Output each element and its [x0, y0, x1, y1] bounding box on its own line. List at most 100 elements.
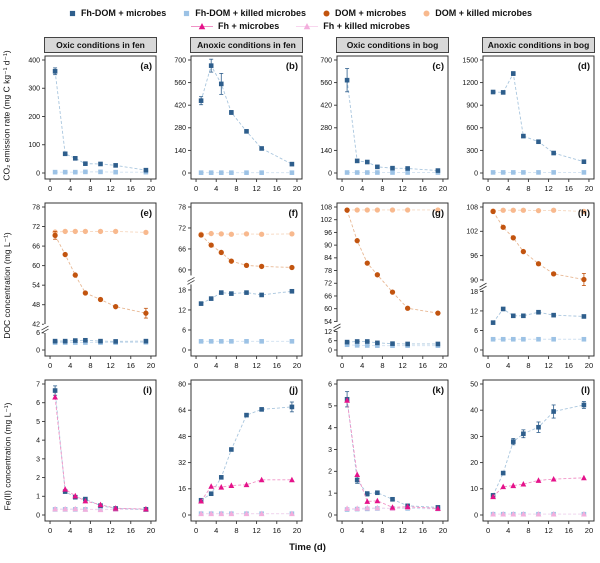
svg-text:20: 20 [439, 361, 447, 370]
panel-c: Oxic conditions in bog 0 4 8 12 16 20 0 140 280 4… [307, 37, 453, 193]
svg-text:6: 6 [474, 328, 478, 335]
y-axis-label-co2: CO₂ emission rate (mg C kg⁻¹ d⁻¹) [2, 49, 13, 181]
svg-text:6: 6 [36, 400, 40, 407]
svg-text:140: 140 [174, 148, 186, 155]
svg-text:(g): (g) [432, 208, 444, 219]
panel-a: Oxic conditions in fen 0 4 8 12 16 20 0 100 200 3… [15, 37, 161, 193]
svg-text:7: 7 [36, 381, 40, 388]
svg-text:72: 72 [178, 225, 186, 232]
svg-text:700: 700 [320, 57, 332, 64]
svg-text:16: 16 [419, 526, 427, 535]
svg-text:(e): (e) [140, 208, 152, 219]
svg-text:12: 12 [252, 361, 260, 370]
triangle-marker-icon [296, 22, 319, 29]
svg-text:0: 0 [328, 512, 332, 519]
svg-text:1: 1 [328, 491, 332, 498]
svg-text:3: 3 [36, 456, 40, 463]
svg-text:60: 60 [324, 306, 332, 313]
svg-text:280: 280 [320, 125, 332, 132]
svg-text:60: 60 [32, 263, 40, 270]
svg-text:12: 12 [106, 184, 114, 193]
svg-text:30: 30 [470, 434, 478, 441]
svg-text:3: 3 [328, 447, 332, 454]
y-axis-label-doc: DOC concentration (mg L⁻¹) [2, 231, 12, 339]
svg-text:(d): (d) [578, 61, 590, 72]
svg-text:12: 12 [252, 184, 260, 193]
svg-text:12: 12 [106, 526, 114, 535]
svg-text:300: 300 [28, 86, 40, 93]
svg-text:8: 8 [380, 361, 384, 370]
svg-text:0: 0 [340, 361, 344, 370]
panel-j: 0 4 8 12 16 20 0 16 32 48 64 80 (j) [161, 377, 307, 535]
legend-item-fh-k: Fh + killed microbes [295, 21, 410, 31]
legend-item-fhdom-k: Fh-DOM + killed microbes [182, 8, 306, 18]
svg-text:8: 8 [234, 184, 238, 193]
legend-row-1: Fh-DOM + microbes Fh-DOM + killed microbe… [68, 8, 532, 18]
svg-text:1500: 1500 [462, 57, 478, 64]
svg-text:18: 18 [470, 289, 478, 296]
svg-text:12: 12 [398, 184, 406, 193]
svg-text:20: 20 [585, 526, 593, 535]
svg-text:(j): (j) [289, 385, 298, 396]
svg-text:16: 16 [565, 526, 573, 535]
svg-text:12: 12 [178, 307, 186, 314]
svg-text:20: 20 [147, 184, 155, 193]
svg-text:0: 0 [194, 361, 198, 370]
svg-text:4: 4 [506, 361, 510, 370]
svg-text:0: 0 [48, 361, 52, 370]
svg-text:18: 18 [178, 287, 186, 294]
row-doc: DOC concentration (mg L⁻¹) 0 4 8 12 16 20 0 6 42… [0, 200, 600, 370]
svg-text:0: 0 [486, 361, 490, 370]
svg-text:12: 12 [470, 308, 478, 315]
svg-text:20: 20 [439, 184, 447, 193]
svg-text:12: 12 [544, 526, 552, 535]
svg-text:700: 700 [174, 57, 186, 64]
svg-text:96: 96 [324, 230, 332, 237]
svg-text:5: 5 [328, 403, 332, 410]
svg-text:8: 8 [380, 526, 384, 535]
plot-l: 0 4 8 12 16 20 0 10 20 30 40 50 (l) [470, 379, 595, 535]
svg-text:16: 16 [565, 361, 573, 370]
svg-text:0: 0 [486, 526, 490, 535]
svg-text:140: 140 [320, 148, 332, 155]
svg-text:600: 600 [466, 125, 478, 132]
svg-text:0: 0 [182, 347, 186, 354]
svg-text:560: 560 [174, 80, 186, 87]
svg-text:12: 12 [252, 526, 260, 535]
panel-i: 0 4 8 12 16 20 0 1 2 3 4 5 6 7 (i) [15, 377, 161, 535]
svg-text:72: 72 [32, 224, 40, 231]
svg-text:(b): (b) [286, 61, 298, 72]
svg-text:4: 4 [506, 184, 510, 193]
svg-text:50: 50 [470, 381, 478, 388]
svg-text:(k): (k) [432, 385, 444, 396]
svg-text:0: 0 [328, 347, 332, 354]
plot-f: 0 4 8 12 16 20 0 6 12 18 60 66 72 78 (f) [178, 202, 303, 370]
legend-label: Fh-DOM + microbes [80, 8, 167, 18]
svg-text:90: 90 [324, 243, 332, 250]
y-axis-label-fe: Fe(II) concentration (mg L⁻¹) [2, 402, 12, 510]
svg-text:54: 54 [32, 283, 40, 290]
svg-text:8: 8 [88, 184, 92, 193]
svg-text:560: 560 [320, 80, 332, 87]
legend-label: DOM + killed microbes [435, 8, 533, 18]
svg-text:0: 0 [340, 184, 344, 193]
svg-text:0: 0 [48, 526, 52, 535]
svg-text:(h): (h) [578, 208, 590, 219]
legend: Fh-DOM + microbes Fh-DOM + killed microbe… [0, 8, 600, 31]
svg-text:0: 0 [36, 512, 40, 519]
svg-text:16: 16 [127, 184, 135, 193]
svg-text:4: 4 [68, 361, 72, 370]
svg-text:400: 400 [28, 57, 40, 64]
svg-text:90: 90 [470, 277, 478, 284]
square-marker-icon [184, 10, 190, 16]
svg-text:0: 0 [474, 170, 478, 177]
panel-k: 0 4 8 12 16 20 0 1 2 3 4 5 6 (k) [307, 377, 453, 535]
svg-text:78: 78 [178, 204, 186, 211]
svg-text:1: 1 [36, 494, 40, 501]
svg-text:102: 102 [320, 217, 332, 224]
svg-text:6: 6 [328, 338, 332, 345]
svg-text:4: 4 [36, 438, 40, 445]
svg-text:64: 64 [178, 408, 186, 415]
